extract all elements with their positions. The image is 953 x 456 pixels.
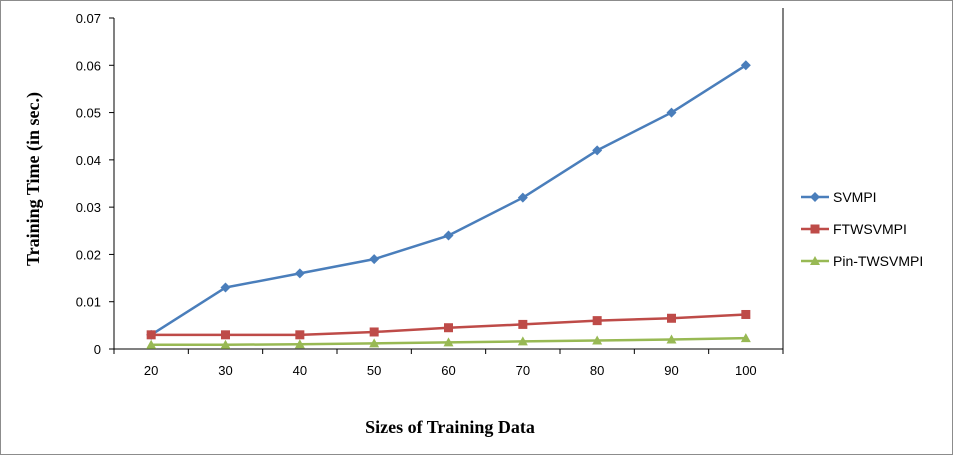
y-tick-label: 0.01 bbox=[76, 295, 101, 310]
data-point bbox=[146, 339, 157, 349]
y-tick-label: 0.07 bbox=[76, 11, 101, 26]
data-point bbox=[740, 60, 751, 71]
series-svmpi bbox=[146, 60, 751, 340]
legend-label: FTWSVMPI bbox=[833, 221, 907, 237]
data-point bbox=[592, 335, 603, 345]
y-tick-label: 0.05 bbox=[76, 106, 101, 121]
y-axis-title: Training Time (in sec.) bbox=[23, 92, 44, 266]
legend-label: Pin-TWSVMPI bbox=[833, 253, 923, 269]
data-point bbox=[666, 334, 677, 344]
data-point bbox=[369, 327, 379, 337]
legend-item: SVMPI bbox=[801, 189, 877, 205]
series-ftwsvmpi bbox=[146, 309, 751, 340]
legend-item: Pin-TWSVMPI bbox=[801, 253, 923, 269]
data-point bbox=[443, 230, 454, 241]
x-tick-label: 30 bbox=[218, 363, 232, 378]
data-point bbox=[592, 145, 603, 156]
legend-label: SVMPI bbox=[833, 189, 877, 205]
series-pin-twsvmpi bbox=[146, 333, 751, 349]
x-tick-label: 50 bbox=[367, 363, 381, 378]
data-point bbox=[444, 323, 453, 333]
data-point bbox=[518, 319, 528, 329]
legend: SVMPI FTWSVMPI Pin-TWSVMPI bbox=[801, 189, 923, 269]
legend-marker bbox=[810, 224, 820, 234]
axes: 0 0.01 0.02 0.03 0.04 0.05 0.06 0.07 20 30 40 50 60 7… bbox=[76, 8, 784, 378]
data-point bbox=[146, 330, 156, 340]
legend-marker bbox=[810, 192, 820, 202]
x-axis-title: Sizes of Training Data bbox=[365, 417, 535, 437]
data-point bbox=[295, 330, 305, 340]
y-tick-label: 0 bbox=[94, 342, 101, 357]
series-line bbox=[150, 64, 747, 336]
y-tick-label: 0.06 bbox=[76, 58, 101, 73]
data-point bbox=[369, 254, 380, 265]
data-point bbox=[517, 336, 528, 346]
data-point bbox=[294, 268, 305, 279]
data-point bbox=[666, 107, 677, 118]
x-tick-label: 40 bbox=[293, 363, 307, 378]
x-tick-label: 90 bbox=[664, 363, 678, 378]
data-point bbox=[294, 339, 305, 349]
series-layer bbox=[146, 60, 751, 349]
data-point bbox=[592, 316, 602, 326]
data-point bbox=[221, 330, 230, 340]
x-tick-label: 60 bbox=[441, 363, 455, 378]
x-tick-label: 80 bbox=[590, 363, 604, 378]
data-point bbox=[667, 313, 676, 323]
legend-marker bbox=[810, 256, 820, 265]
y-tick-label: 0.02 bbox=[76, 247, 101, 262]
y-tick-label: 0.04 bbox=[76, 153, 101, 168]
legend-item: FTWSVMPI bbox=[801, 221, 907, 237]
y-tick-label: 0.03 bbox=[76, 200, 101, 215]
data-point bbox=[741, 309, 751, 319]
data-point bbox=[740, 333, 751, 343]
x-tick-label: 20 bbox=[144, 363, 158, 378]
data-point bbox=[220, 282, 231, 293]
data-point bbox=[369, 338, 380, 348]
data-point bbox=[443, 337, 454, 347]
data-point bbox=[220, 339, 231, 349]
data-point bbox=[517, 192, 528, 203]
x-tick-label: 70 bbox=[516, 363, 530, 378]
x-tick-label: 100 bbox=[735, 363, 757, 378]
